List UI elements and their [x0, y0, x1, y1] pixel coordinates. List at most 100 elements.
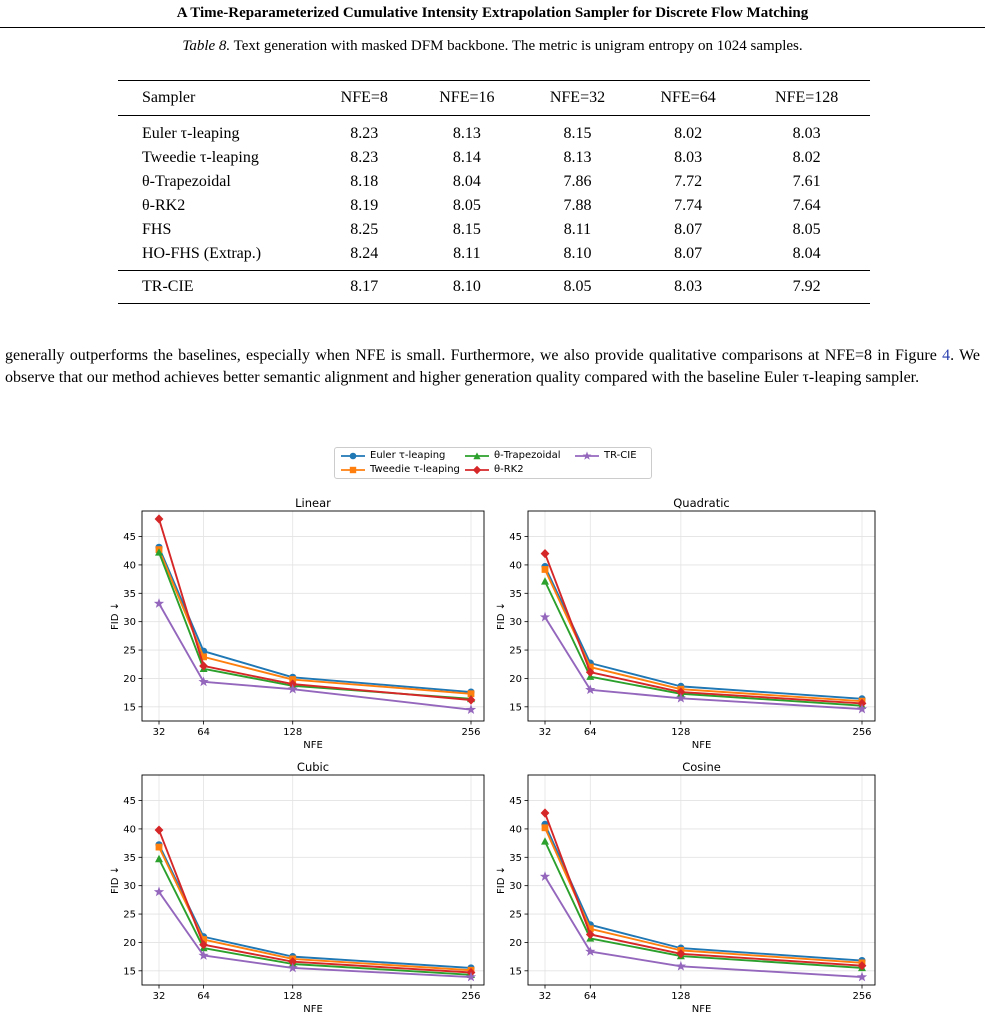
data-point — [200, 653, 207, 661]
x-tick-label: 256 — [461, 991, 480, 1002]
data-point — [585, 929, 595, 940]
chart-panel-quadratic: 15 20 25 30 35 40 45 32 64 128 256 Quadratic NFE FID … — [496, 496, 876, 751]
figure-reference-link[interactable]: 4 — [942, 347, 951, 364]
y-tick-label: 25 — [123, 646, 136, 657]
row-name: θ-RK2 — [142, 197, 186, 214]
x-tick-label: 128 — [671, 991, 690, 1002]
data-point — [287, 683, 298, 694]
paragraph-text-end: . We observe that our method achieves be… — [5, 347, 981, 386]
data-point — [586, 663, 594, 671]
series-line — [544, 812, 863, 967]
plot-frame — [141, 774, 485, 986]
table-row: θ-Trapezoidal 8.18 8.04 7.86 7.72 7.61 — [118, 170, 870, 194]
table-cell: 8.04 — [452, 173, 481, 190]
y-tick-label: 30 — [123, 881, 136, 892]
table-cell: 7.86 — [563, 173, 592, 190]
data-point — [153, 886, 165, 897]
x-tick-label: 128 — [283, 991, 302, 1002]
table-cell: 8.05 — [563, 278, 592, 295]
series-line — [158, 858, 472, 976]
table-cell: 7.74 — [674, 197, 703, 214]
data-point — [585, 667, 595, 677]
data-point — [541, 824, 549, 832]
y-tick-label: 35 — [123, 853, 136, 864]
series-line — [158, 552, 472, 700]
table-cell: 8.15 — [452, 221, 481, 238]
series-line — [544, 841, 863, 969]
y-tick-label: 30 — [509, 881, 522, 892]
legend-label: θ-Trapezoidal — [494, 450, 561, 461]
table-cell: 8.25 — [350, 221, 379, 238]
table-cell: 7.61 — [792, 173, 821, 190]
data-point — [675, 960, 686, 971]
table-cell: 8.11 — [563, 221, 592, 238]
series-line — [158, 518, 472, 701]
paragraph-text: generally outperforms the baselines, esp… — [5, 347, 943, 364]
series-line — [544, 569, 863, 703]
data-point — [155, 548, 163, 556]
y-tick-label: 25 — [509, 910, 522, 921]
legend-item-trcie: TR-CIE — [575, 449, 637, 463]
table-cell: 8.02 — [792, 149, 821, 166]
chart-panel-cosine: 15 20 25 30 35 40 45 32 64 128 256 Cosine NFE FID ↓ — [496, 760, 876, 1015]
legend-item-rk2: θ-RK2 — [465, 463, 524, 477]
x-tick-label: 256 — [461, 727, 480, 738]
data-point — [465, 704, 477, 715]
data-point — [467, 690, 475, 698]
row-name: TR-CIE — [142, 278, 194, 295]
table-cell: 7.72 — [674, 173, 703, 190]
table-cell: 8.23 — [350, 125, 379, 142]
data-point — [539, 611, 551, 622]
y-tick-label: 45 — [123, 532, 136, 543]
data-point — [539, 871, 551, 881]
chart-legend: Euler τ-leaping Tweedie τ-leaping θ-Trap… — [334, 447, 652, 479]
x-tick-label: 64 — [197, 727, 210, 738]
x-axis-label: NFE — [692, 1004, 712, 1015]
y-tick-label: 15 — [123, 702, 136, 713]
table-cell: 8.17 — [350, 278, 379, 295]
data-point — [287, 962, 298, 973]
table-cell: 7.88 — [563, 197, 592, 214]
legend-item-tweedie: Tweedie τ-leaping — [341, 463, 460, 477]
legend-item-euler: Euler τ-leaping — [341, 449, 445, 463]
x-tick-label: 256 — [852, 991, 871, 1002]
data-point — [585, 946, 596, 956]
table-row: Tweedie τ-leaping 8.23 8.14 8.13 8.03 8.02 — [118, 146, 870, 170]
data-point — [585, 684, 596, 695]
table-row: θ-RK2 8.19 8.05 7.88 7.74 7.64 — [118, 194, 870, 218]
x-axis-label: NFE — [303, 1004, 323, 1015]
x-tick-label: 256 — [852, 727, 871, 738]
data-point — [154, 514, 164, 524]
row-name: HO-FHS (Extrap.) — [142, 245, 262, 262]
figure-caption-cropped — [0, 1030, 985, 1036]
series-line — [544, 876, 863, 978]
x-tick-label: 128 — [671, 727, 690, 738]
column-header: NFE=16 — [439, 89, 495, 106]
column-header: NFE=32 — [549, 89, 606, 106]
table-cell: 8.18 — [350, 173, 379, 190]
running-header: A Time-Reparameterized Cumulative Intens… — [0, 0, 985, 28]
x-tick-label: 32 — [539, 727, 552, 738]
y-tick-label: 40 — [123, 560, 136, 571]
legend-marker-star-icon — [575, 451, 599, 460]
data-point — [676, 949, 686, 959]
table-cell: 8.05 — [792, 221, 821, 238]
series-line — [158, 844, 472, 969]
table-header-row: Sampler NFE=8 NFE=16 NFE=32 NFE=64 NFE=1… — [118, 80, 870, 116]
x-tick-label: 32 — [153, 727, 166, 738]
series-line — [158, 549, 472, 695]
y-tick-label: 45 — [509, 796, 522, 807]
table-cell: 8.23 — [350, 149, 379, 166]
table-cell: 8.03 — [674, 278, 703, 295]
data-point — [540, 808, 550, 818]
data-point — [540, 548, 550, 559]
y-tick-label: 25 — [509, 646, 522, 657]
table-row: Euler τ-leaping 8.23 8.13 8.15 8.02 8.03 — [118, 116, 870, 147]
table-row: FHS 8.25 8.15 8.11 8.07 8.05 — [118, 218, 870, 242]
table-cell: 8.04 — [792, 245, 821, 262]
legend-label: θ-RK2 — [494, 464, 524, 475]
table-cell: 8.07 — [674, 221, 703, 238]
row-name: Tweedie τ-leaping — [142, 149, 259, 166]
data-point — [153, 598, 165, 608]
y-tick-label: 15 — [509, 702, 522, 713]
